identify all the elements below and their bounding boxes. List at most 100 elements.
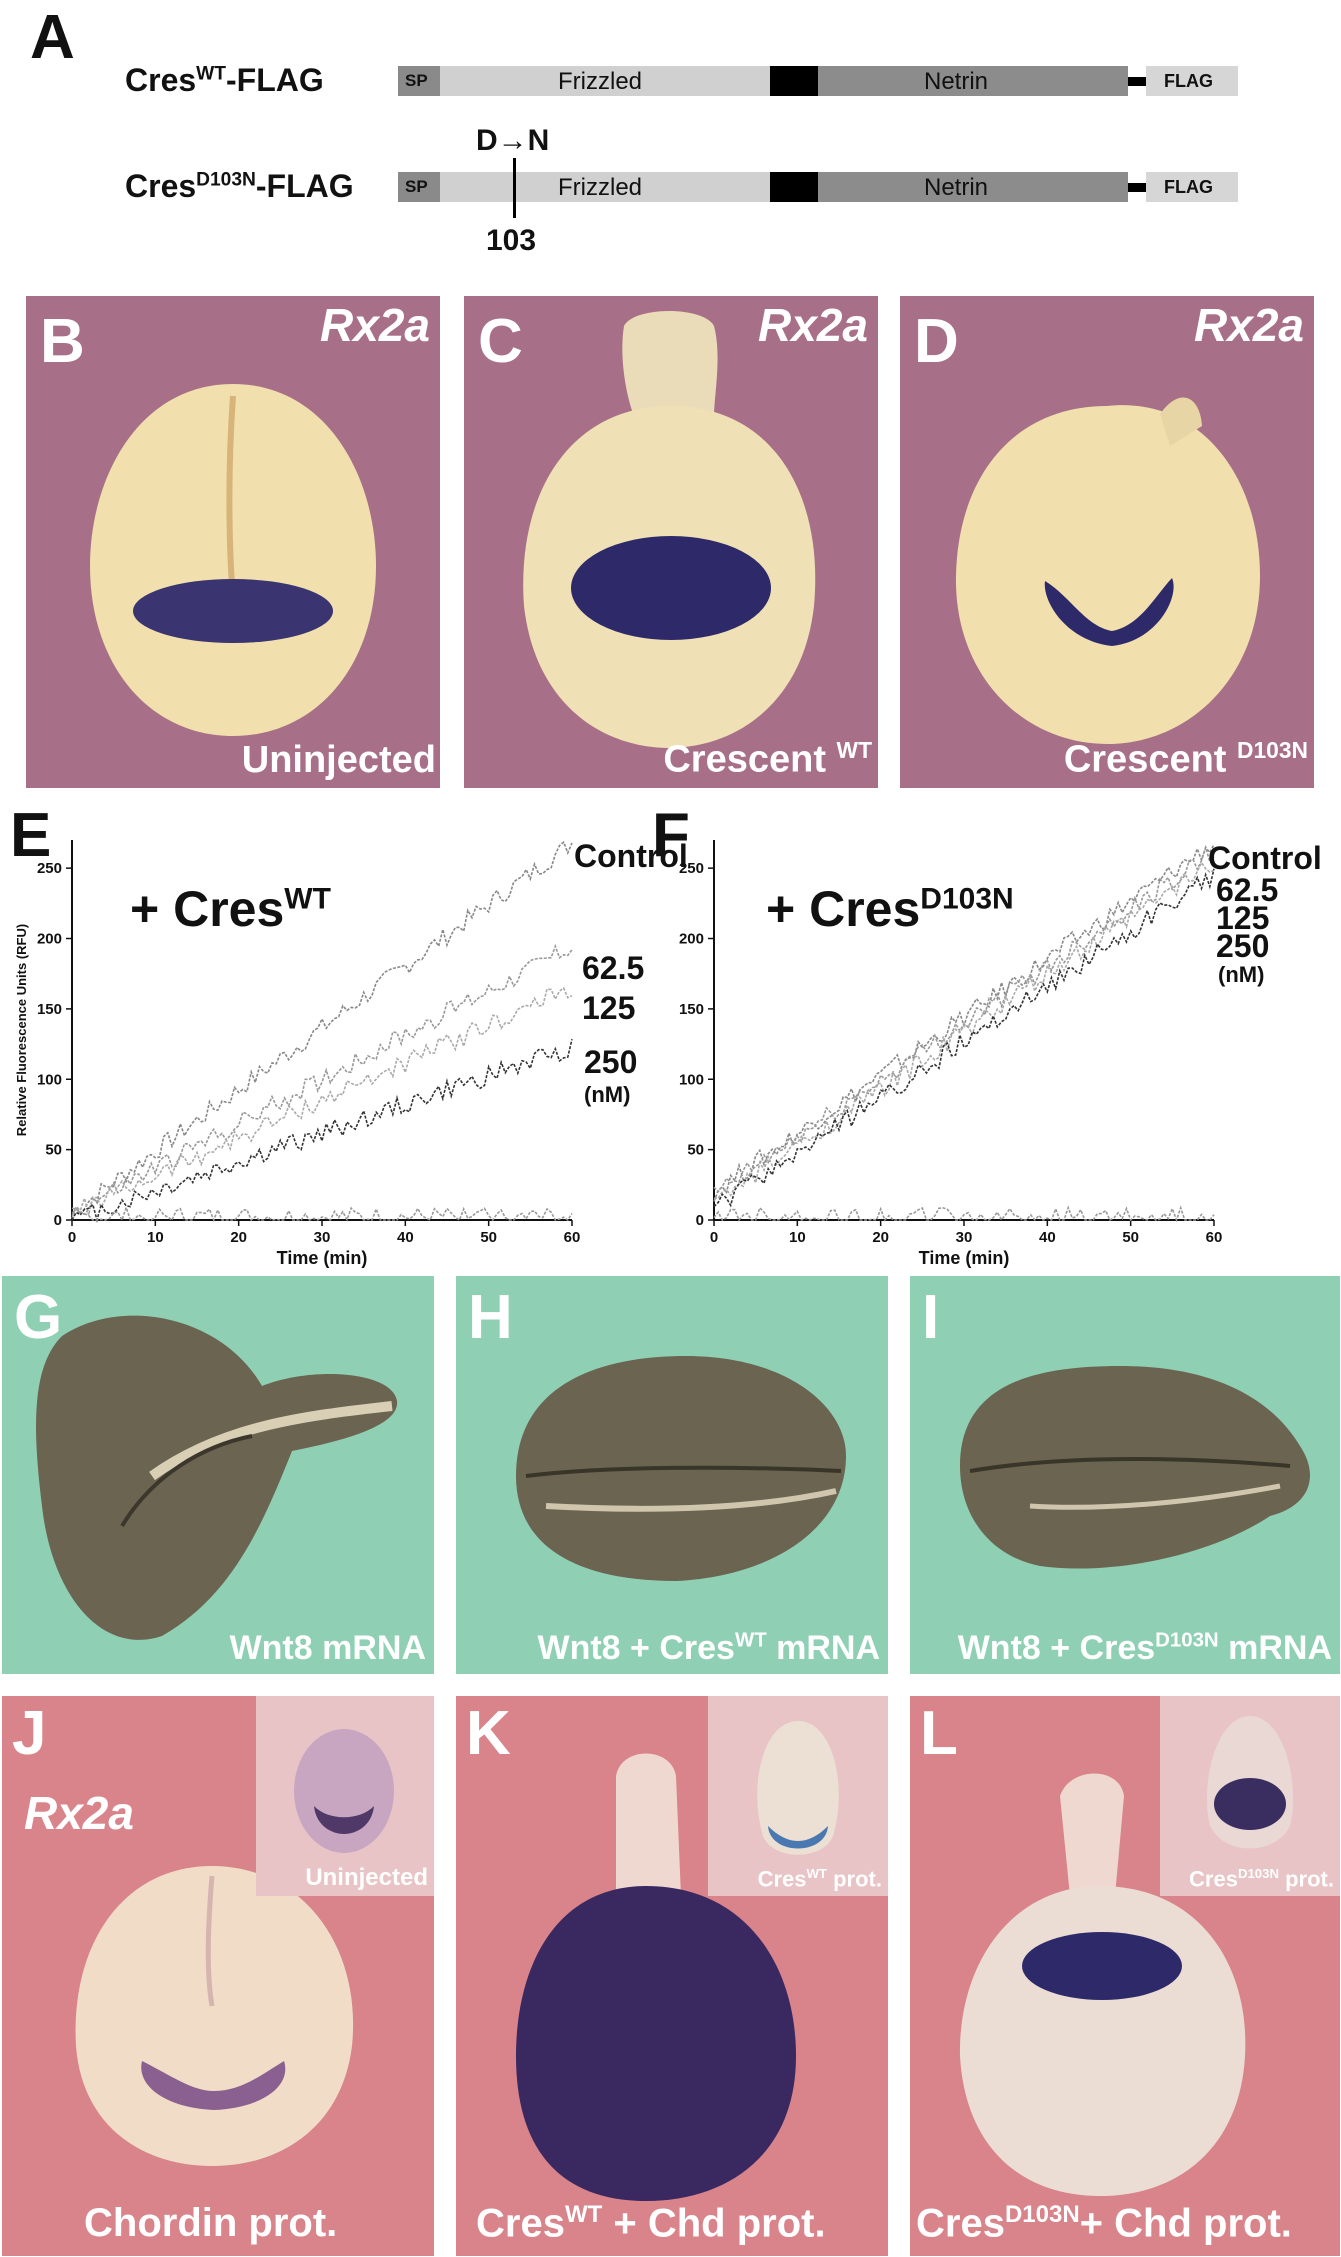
mutation-label: D→N: [476, 124, 550, 157]
embryo-h-image: [516, 1356, 846, 1581]
x-tick-label: 20: [230, 1229, 247, 1246]
chart-f-label-control: Control: [1208, 840, 1322, 876]
chart-f-title: + CresD103N: [766, 880, 1014, 938]
series-250: [71, 1039, 573, 1224]
caption-k-pre: Cres: [476, 2201, 565, 2245]
construct-wt-sup: WT: [196, 63, 226, 85]
x-tick-label: 20: [872, 1229, 889, 1246]
frizzled-domain: Frizzled: [440, 66, 770, 96]
embryo-i-image: [960, 1366, 1310, 1569]
caption-g-text: Wnt8 mRNA: [229, 1629, 426, 1667]
netrin-label: Netrin: [924, 68, 989, 95]
caption-l-post: + Chd prot.: [1079, 2201, 1292, 2245]
embryo-d-image: [955, 397, 1260, 744]
x-tick-label: 60: [1206, 1229, 1223, 1246]
panel-l: CresD103N prot. L CresD103N+ Chd prot.: [910, 1696, 1340, 2256]
inset-k-caption-sup: WT: [806, 1865, 827, 1881]
y-tick-label: 0: [54, 1212, 62, 1229]
panel-letter-b: B: [40, 307, 85, 376]
panel-letter-k: K: [466, 1699, 511, 1768]
chart-e: 0 10 20 30 40 50 60 0 50 100 150 200 250 Time (min) Re…: [14, 840, 581, 1268]
netrin-domain-2: Netrin: [818, 172, 1128, 202]
series-250: [713, 868, 1215, 1208]
inset-k-caption-pre: Cres: [757, 1866, 807, 1891]
caption-i-pre: Wnt8 + Cres: [957, 1629, 1156, 1667]
panel-k: CresWT prot. K CresWT + Chd prot.: [456, 1696, 888, 2256]
embryo-b-image: [90, 384, 376, 736]
sp-domain: SP: [398, 66, 440, 96]
inset-j-embryo-image: [294, 1729, 394, 1853]
y-tick-label: 150: [37, 1001, 62, 1018]
embryo-g-image: [36, 1315, 398, 1640]
construct-wt-suffix: -FLAG: [226, 62, 324, 98]
caption-h-pre: Wnt8 + Cres: [537, 1629, 735, 1667]
panel-d: D Rx2a Crescent D103N: [900, 296, 1314, 788]
caption-c-sup: WT: [836, 737, 872, 764]
construct-mut-sup: D103N: [196, 169, 256, 191]
panel-letter-h: H: [468, 1283, 513, 1352]
construct-wt-name: Cres: [125, 62, 197, 98]
y-axis-title: Relative Fluorescence Units (RFU): [14, 924, 29, 1136]
chart-e-label-control: Control: [574, 838, 688, 874]
panel-i: I Wnt8 + CresD103N mRNA: [910, 1276, 1340, 1674]
panel-letter-i: I: [922, 1283, 940, 1352]
caption-h: Wnt8 + CresWT mRNA: [538, 1629, 881, 1668]
caption-l-sup: D103N: [1004, 2200, 1080, 2228]
chart-f-label-unit: (nM): [1218, 962, 1265, 987]
frizzled-domain-2: Frizzled: [440, 172, 770, 202]
construct-mut-label: CresD103N-FLAG: [125, 168, 354, 205]
embryo-j-image: [75, 1866, 354, 2166]
position-label: 103: [486, 224, 537, 257]
y-tick-label: 250: [679, 860, 704, 877]
inset-k-caption-post: prot.: [827, 1866, 882, 1891]
caption-g: Wnt8 mRNA: [230, 1629, 426, 1668]
panel-letter-l: L: [920, 1699, 958, 1768]
caption-j: Chordin prot.: [84, 2201, 337, 2246]
inset-l-caption-post: prot.: [1279, 1866, 1334, 1891]
x-tick-label: 60: [564, 1229, 581, 1246]
gene-label-j: Rx2a: [24, 1787, 134, 1839]
y-tick-label: 200: [37, 931, 62, 948]
caption-d: Crescent D103N: [1064, 737, 1308, 782]
series-125: [71, 986, 573, 1219]
chart-f-title-sup: D103N: [920, 882, 1014, 916]
caption-i-sup: D103N: [1155, 1629, 1219, 1652]
y-tick-label: 0: [696, 1212, 704, 1229]
embryo-l-image: [959, 1773, 1246, 2196]
caption-i-post: mRNA: [1218, 1629, 1332, 1667]
x-tick-label: 0: [68, 1229, 76, 1246]
caption-l: CresD103N+ Chd prot.: [916, 2201, 1292, 2246]
panel-letter-e: E: [10, 801, 52, 870]
x-tick-label: 50: [480, 1229, 497, 1246]
sp-domain-2: SP: [398, 172, 440, 202]
sp-label: SP: [405, 71, 428, 90]
inset-l-caption-sup: D103N: [1237, 1865, 1279, 1881]
embryo-c-image: [523, 311, 816, 748]
inset-k-embryo-image: [757, 1721, 839, 1855]
caption-i: Wnt8 + CresD103N mRNA: [958, 1629, 1332, 1668]
x-tick-label: 0: [710, 1229, 718, 1246]
panel-letter-j: J: [12, 1699, 47, 1768]
y-tick-label: 250: [37, 860, 62, 877]
chart-f-title-main: + Cres: [766, 881, 921, 937]
caption-k-post: + Chd prot.: [602, 2201, 826, 2245]
panel-c: C Rx2a Crescent WT: [464, 296, 878, 788]
flag-label-2: FLAG: [1164, 177, 1213, 197]
linker-domain-2: [770, 172, 818, 202]
panel-b: B Rx2a Uninjected: [26, 296, 440, 788]
x-axis-title: Time (min): [277, 1248, 368, 1268]
panel-letter-g: G: [14, 1283, 63, 1352]
panel-h: H Wnt8 + CresWT mRNA: [456, 1276, 888, 1674]
chart-f-label-62: 62.5: [1216, 872, 1279, 908]
gene-label-c: Rx2a: [758, 299, 868, 351]
x-tick-label: 50: [1122, 1229, 1139, 1246]
panel-letter-d: D: [914, 307, 959, 376]
chart-e-title-sup: WT: [284, 882, 331, 916]
flag-domain: FLAG: [1146, 66, 1238, 96]
chart-f-label-250: 250: [1216, 928, 1270, 964]
panel-g: G Wnt8 mRNA: [2, 1276, 434, 1674]
inset-l: CresD103N prot.: [1160, 1696, 1340, 1896]
tail-linker: [1128, 77, 1146, 86]
caption-b-text: Uninjected: [241, 739, 436, 781]
chart-f-label-125: 125: [1216, 900, 1270, 936]
